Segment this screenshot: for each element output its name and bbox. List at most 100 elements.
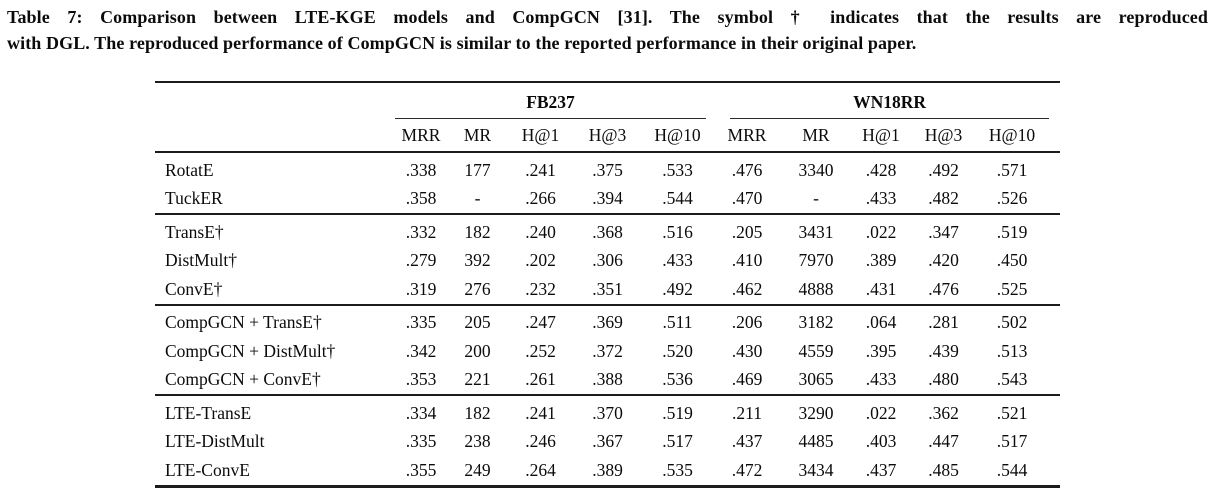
model-column-header [155,119,395,153]
metric-value-cell: .485 [928,459,959,480]
metric-value-cell: .206 [731,312,763,333]
metric-value-cell: .241 [525,159,556,180]
metric-value-cell: .543 [976,365,1061,396]
metric-value-cell: .202 [525,250,556,271]
table-row: CompGCN + ConvE† .353 221.261.388.536.469 3… [155,365,1061,396]
model-name-cell: TuckER [155,184,395,215]
table-row: ConvE† .319 276.232.351.492.462 4888.431.47… [155,275,1061,306]
metric-value-cell: .520 [662,340,693,361]
metric-value-cell: .358 [395,184,447,215]
metric-header-fb-mrr: MRR [395,119,447,153]
metric-value-cell: .476 [731,159,763,180]
metric-value-cell: .502 [996,312,1028,333]
metric-value-cell: .369 [592,312,623,333]
table-row: DistMult† .279 392 .202 .306 .433 .410 7970 .389… [155,247,1060,276]
metric-value-cell: .389 [592,459,623,480]
table-header: FB237 WN18RR MRR MR H@1 H@3 H@10 MRR MR … [155,82,1061,153]
model-name-cell: TransE† [165,221,224,242]
table-caption: Table 7: Comparison between LTE-KGE mode… [7,4,1208,56]
metric-value-cell: 238 [464,431,491,452]
table-row: CompGCN + TransE† .335 205 .247 .369 .511 .206… [155,305,1060,338]
row-group-compgcn: CompGCN + TransE† .335 205 .247 .369 .511 .206… [155,305,1061,396]
metric-value-cell: .544 [642,184,713,215]
metric-value-cell: .519 [996,221,1028,242]
metric-header-row: MRR MR H@1 H@3 H@10 MRR MR H@1 H@3 H@10 [155,119,1061,153]
metric-value-cell: .492 [642,275,713,306]
metric-value-cell: .521 [996,402,1028,423]
metric-value-cell: .433 [851,365,911,396]
metric-value-cell: .513 [996,340,1028,361]
metric-value-cell: .469 [713,365,781,396]
metric-header-fb-h3: H@3 [573,119,642,153]
model-name-cell: LTE-DistMult [165,431,265,452]
metric-value-cell: .281 [928,312,959,333]
metric-value-cell: .240 [525,221,556,242]
metric-value-cell: .450 [996,250,1028,271]
metric-value-cell: .355 [405,459,437,480]
metric-value-cell: .264 [525,459,556,480]
metric-value-cell: .335 [405,312,437,333]
metric-value-cell: .388 [573,365,642,396]
metric-header-wn-mrr: MRR [713,119,781,153]
metric-value-cell: - [781,184,851,215]
row-group-reproduced: TransE† .332 182 .240 .368 .516 .205 3431 .022 .3… [155,214,1061,306]
metric-value-cell: .526 [976,184,1061,215]
metric-value-cell: .482 [911,184,976,215]
table-row: TuckER .358- .266.394.544.470- .433.482.526 [155,184,1061,215]
metric-value-cell: .351 [573,275,642,306]
metric-value-cell: .433 [851,184,911,215]
metric-value-cell: .368 [592,221,623,242]
metric-header-fb-h10: H@10 [642,119,713,153]
metric-value-cell: .410 [731,250,763,271]
metric-value-cell: .246 [525,431,556,452]
metric-value-cell: .232 [508,275,573,306]
metric-value-cell: .205 [731,221,763,242]
table-row: RotatE .338 177 .241 .375 .533 .476 3340 .428 .49… [155,152,1060,185]
metric-value-cell: 249 [464,459,491,480]
metric-value-cell: - [447,184,508,215]
metric-value-cell: .372 [592,340,623,361]
metric-value-cell: .536 [642,365,713,396]
metric-value-cell: 182 [464,221,491,242]
results-table-wrap: FB237 WN18RR MRR MR H@1 H@3 H@10 MRR MR … [155,81,1061,488]
metric-value-cell: .334 [405,402,437,423]
metric-value-cell: .375 [592,159,623,180]
metric-value-cell: 4888 [781,275,851,306]
metric-value-cell: .525 [976,275,1061,306]
model-name-cell: RotatE [165,159,214,180]
wn18rr-label: WN18RR [730,92,1050,119]
metric-value-cell: .544 [996,459,1028,480]
metric-value-cell: .342 [405,340,437,361]
table-row: LTE-TransE .334 182 .241 .370 .519 .211 3290 .02… [155,395,1060,428]
metric-value-cell: 177 [464,159,491,180]
metric-value-cell: .247 [525,312,556,333]
metric-value-cell: 3431 [798,221,834,242]
metric-value-cell: .430 [731,340,763,361]
row-group-baselines: RotatE .338 177 .241 .375 .533 .476 3340 .428 .49… [155,152,1061,215]
metric-value-cell: 205 [464,312,491,333]
caption-line-1: Table 7: Comparison between LTE-KGE mode… [7,7,1208,27]
metric-value-cell: 4559 [798,340,834,361]
metric-value-cell: 3434 [798,459,834,480]
metric-value-cell: .571 [996,159,1028,180]
metric-value-cell: .492 [928,159,959,180]
metric-value-cell: .535 [662,459,693,480]
metric-value-cell: .431 [851,275,911,306]
metric-value-cell: 4485 [798,431,834,452]
model-name-cell: CompGCN + DistMult† [165,340,336,361]
metric-header-wn-h10: H@10 [976,119,1061,153]
metric-value-cell: .516 [662,221,693,242]
metric-header-fb-mr: MR [447,119,508,153]
metric-header-wn-mr: MR [781,119,851,153]
metric-value-cell: .462 [713,275,781,306]
metric-value-cell: .362 [928,402,959,423]
metric-value-cell: .517 [996,431,1028,452]
metric-value-cell: .533 [662,159,693,180]
metric-value-cell: .447 [928,431,959,452]
table-row: TransE† .332 182 .240 .368 .516 .205 3431 .022 .3… [155,214,1060,247]
metric-value-cell: .338 [405,159,437,180]
metric-value-cell: 276 [447,275,508,306]
metric-value-cell: .367 [592,431,623,452]
fb237-label: FB237 [395,92,706,119]
